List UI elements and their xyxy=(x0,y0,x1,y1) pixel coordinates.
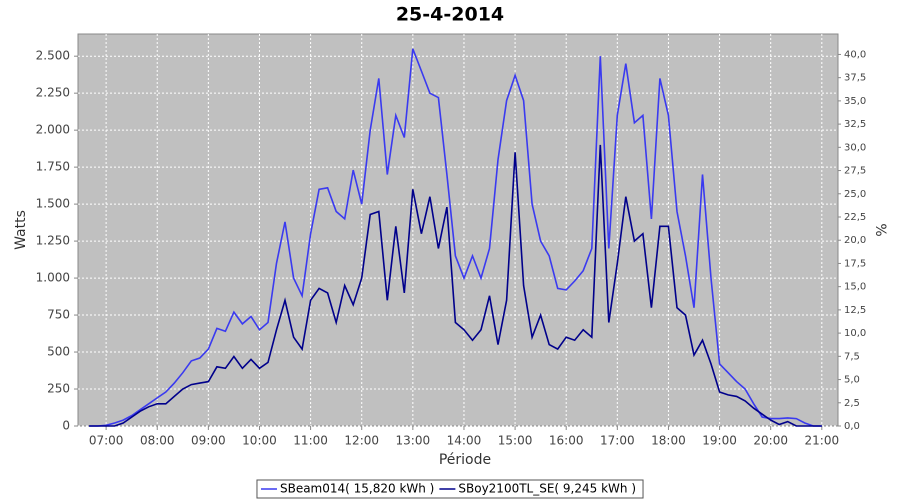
x-axis-title: Période xyxy=(439,452,491,468)
y-tick-label: 250 xyxy=(47,382,70,396)
y-tick-label: 1.500 xyxy=(36,197,70,211)
x-tick-label: 16:00 xyxy=(549,434,584,448)
y-tick-label: 2.250 xyxy=(36,86,70,100)
y2-tick-label: 22,5 xyxy=(844,212,866,223)
y2-tick-label: 5,0 xyxy=(844,375,860,386)
y2-tick-label: 27,5 xyxy=(844,166,866,177)
y2-tick-label: 7,5 xyxy=(844,351,860,362)
y2-tick-label: 12,5 xyxy=(844,305,866,316)
y-tick-label: 2.000 xyxy=(36,123,70,137)
x-tick-label: 20:00 xyxy=(753,434,788,448)
y-tick-label: 1.000 xyxy=(36,271,70,285)
y2-axis-title: % xyxy=(872,223,888,236)
y-tick-label: 0 xyxy=(62,419,70,433)
y2-tick-label: 30,0 xyxy=(844,142,866,153)
y2-tick-label: 35,0 xyxy=(844,96,866,107)
legend-label: SBoy2100TL_SE( 9,245 kWh ) xyxy=(458,482,636,496)
legend-label: SBeam014( 15,820 kWh ) xyxy=(280,482,434,496)
y-tick-label: 750 xyxy=(47,308,70,322)
x-tick-label: 08:00 xyxy=(140,434,175,448)
x-tick-label: 07:00 xyxy=(89,434,124,448)
x-tick-label: 14:00 xyxy=(447,434,482,448)
x-tick-label: 18:00 xyxy=(651,434,686,448)
series-line xyxy=(89,48,822,427)
x-tick-label: 12:00 xyxy=(344,434,379,448)
chart-title: 25-4-2014 xyxy=(396,4,504,26)
x-tick-label: 17:00 xyxy=(600,434,635,448)
x-tick-label: 10:00 xyxy=(242,434,277,448)
y2-tick-label: 10,0 xyxy=(844,328,866,339)
y2-tick-label: 20,0 xyxy=(844,235,866,246)
plot-area xyxy=(77,33,839,427)
y2-tick-label: 40,0 xyxy=(844,49,866,60)
series-line xyxy=(89,144,822,427)
y-axis-title: Watts xyxy=(13,210,29,250)
legend: SBeam014( 15,820 kWh ) SBoy2100TL_SE( 9,2… xyxy=(256,479,644,499)
x-tick-label: 13:00 xyxy=(396,434,431,448)
y2-tick-label: 25,0 xyxy=(844,189,866,200)
y2-tick-label: 32,5 xyxy=(844,119,866,130)
y-tick-label: 2.500 xyxy=(36,49,70,63)
x-tick-label: 21:00 xyxy=(805,434,840,448)
x-tick-label: 15:00 xyxy=(498,434,533,448)
y2-tick-label: 17,5 xyxy=(844,258,866,269)
x-tick-label: 11:00 xyxy=(293,434,328,448)
y2-tick-label: 2,5 xyxy=(844,398,860,409)
x-tick-label: 19:00 xyxy=(702,434,737,448)
x-tick-label: 09:00 xyxy=(191,434,226,448)
y2-tick-label: 15,0 xyxy=(844,282,866,293)
y2-tick-label: 0,0 xyxy=(844,421,860,432)
y-tick-label: 1.250 xyxy=(36,234,70,248)
y-tick-label: 1.750 xyxy=(36,160,70,174)
y2-tick-label: 37,5 xyxy=(844,73,866,84)
y-tick-label: 500 xyxy=(47,345,70,359)
